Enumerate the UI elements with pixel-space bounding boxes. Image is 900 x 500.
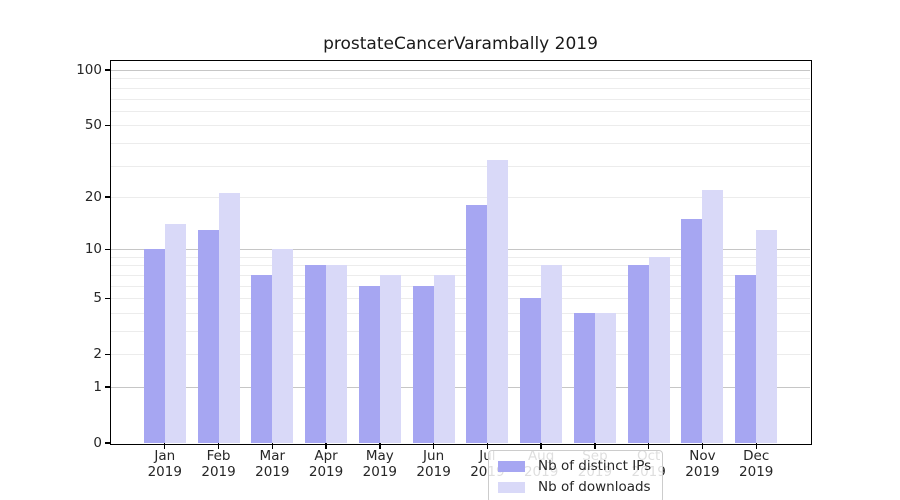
bar-distinct-ips bbox=[305, 265, 327, 443]
bar-distinct-ips bbox=[251, 274, 273, 443]
bar-downloads bbox=[433, 274, 455, 443]
grid-line-minor bbox=[111, 274, 810, 276]
x-tick-label: Jun 2019 bbox=[416, 448, 451, 480]
plot-area: Nb of distinct IPs Nb of downloads bbox=[104, 59, 812, 500]
grid-line-minor bbox=[111, 265, 810, 267]
legend-row: Nb of distinct IPs bbox=[498, 458, 651, 474]
legend-swatch-downloads bbox=[498, 481, 525, 493]
grid-line-minor bbox=[111, 298, 810, 300]
grid-line-minor bbox=[111, 312, 810, 314]
y-tick-mark bbox=[104, 386, 111, 388]
grid-line-minor bbox=[111, 165, 810, 167]
bar-downloads bbox=[326, 265, 348, 443]
x-tick-mark bbox=[701, 443, 704, 449]
x-tick-mark bbox=[432, 443, 435, 449]
x-tick-mark bbox=[325, 443, 327, 449]
y-tick-mark bbox=[104, 353, 111, 355]
y-tick-label: 10 bbox=[84, 241, 102, 258]
y-tick-mark bbox=[104, 69, 111, 71]
bar-distinct-ips bbox=[735, 274, 757, 443]
legend-swatch-distinct-ips bbox=[498, 460, 525, 472]
bar-distinct-ips bbox=[466, 205, 488, 443]
x-tick-label: Feb 2019 bbox=[201, 448, 236, 480]
x-tick-label: Nov 2019 bbox=[685, 448, 720, 480]
grid-line-minor bbox=[111, 142, 810, 144]
x-tick-mark bbox=[486, 443, 489, 449]
bar-distinct-ips bbox=[681, 218, 703, 443]
y-tick-label: 0 bbox=[93, 435, 102, 451]
x-tick-label: Mar 2019 bbox=[255, 448, 290, 480]
x-tick-label: May 2019 bbox=[362, 448, 398, 480]
x-tick-mark bbox=[217, 443, 220, 449]
bar-distinct-ips bbox=[358, 285, 380, 443]
y-tick-label: 5 bbox=[93, 290, 102, 307]
bar-distinct-ips bbox=[520, 298, 542, 443]
x-tick-mark bbox=[647, 443, 650, 449]
grid-line-major bbox=[111, 386, 810, 388]
y-tick-mark bbox=[104, 442, 111, 444]
grid-line-minor bbox=[111, 87, 810, 89]
bar-downloads bbox=[541, 265, 563, 443]
bar-distinct-ips bbox=[627, 265, 649, 443]
x-tick-label: Jan 2019 bbox=[147, 448, 182, 480]
y-tick-mark bbox=[104, 124, 111, 126]
bar-downloads bbox=[164, 224, 186, 443]
x-tick-mark bbox=[379, 443, 381, 449]
grid-line-minor bbox=[111, 196, 810, 198]
legend-label-distinct-ips: Nb of distinct IPs bbox=[538, 458, 652, 474]
grid-line-minor bbox=[111, 78, 810, 80]
y-tick-mark bbox=[104, 248, 111, 250]
grid-line-major bbox=[111, 70, 810, 72]
bar-downloads bbox=[702, 189, 724, 443]
grid-line-minor bbox=[111, 285, 810, 287]
chart-title: prostateCancerVarambally 2019 bbox=[323, 34, 598, 54]
y-tick-label: 50 bbox=[84, 117, 102, 134]
y-tick-label: 100 bbox=[76, 62, 102, 79]
grid-line-minor bbox=[111, 354, 810, 356]
bar-downloads bbox=[487, 160, 509, 443]
y-tick-label: 20 bbox=[84, 188, 102, 205]
grid-line-minor bbox=[111, 330, 810, 332]
bar-downloads bbox=[272, 249, 294, 443]
grid-line-minor bbox=[111, 125, 810, 127]
bar-downloads bbox=[648, 256, 670, 443]
legend-row: Nb of downloads bbox=[498, 479, 651, 495]
y-tick-label: 1 bbox=[93, 378, 102, 395]
bar-distinct-ips bbox=[143, 249, 165, 443]
x-tick-mark bbox=[540, 443, 542, 449]
y-tick-mark bbox=[104, 196, 111, 198]
grid-line-minor bbox=[111, 110, 810, 112]
bar-downloads bbox=[218, 193, 240, 443]
bar-downloads bbox=[756, 229, 778, 443]
x-tick-label: Apr 2019 bbox=[308, 448, 344, 480]
bar-distinct-ips bbox=[573, 312, 595, 443]
legend: Nb of distinct IPs Nb of downloads bbox=[488, 450, 664, 500]
x-tick-label: Dec 2019 bbox=[739, 448, 774, 480]
bar-distinct-ips bbox=[412, 285, 434, 443]
x-tick-mark bbox=[271, 443, 273, 449]
grid-line-minor bbox=[111, 98, 810, 100]
bar-downloads bbox=[594, 312, 616, 443]
y-tick-mark bbox=[104, 297, 111, 299]
grid-line-minor bbox=[111, 256, 810, 258]
bar-downloads bbox=[379, 274, 401, 443]
bar-distinct-ips bbox=[197, 229, 219, 443]
legend-label-downloads: Nb of downloads bbox=[538, 479, 651, 495]
x-tick-mark bbox=[755, 443, 757, 449]
x-tick-mark bbox=[164, 443, 166, 449]
grid-line-major bbox=[111, 249, 810, 251]
x-tick-mark bbox=[594, 443, 596, 449]
y-tick-label: 2 bbox=[93, 346, 102, 363]
